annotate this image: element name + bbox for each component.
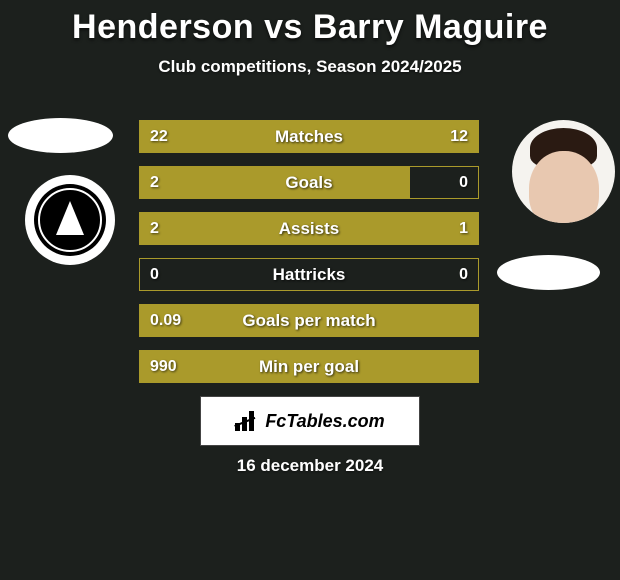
bar-left (140, 167, 410, 198)
stat-left-value: 0.09 (150, 305, 181, 336)
footer-brand-box: FcTables.com (200, 396, 420, 446)
page-title: Henderson vs Barry Maguire (0, 0, 620, 47)
stat-row-hattricks: 0 0 Hattricks (139, 258, 479, 291)
footer-brand-text: FcTables.com (265, 411, 384, 432)
left-club-badge (25, 175, 115, 265)
bar-left (140, 351, 478, 382)
fctables-logo-icon (235, 411, 259, 431)
stat-row-goals: 2 0 Goals (139, 166, 479, 199)
stats-bars: 22 12 Matches 2 0 Goals 2 1 Assists 0 0 … (139, 120, 479, 396)
stat-right-value: 12 (450, 121, 468, 152)
subtitle: Club competitions, Season 2024/2025 (0, 57, 620, 77)
stat-row-goals-per-match: 0.09 Goals per match (139, 304, 479, 337)
stat-right-value: 0 (459, 167, 468, 198)
right-club-placeholder-ellipse (497, 255, 600, 290)
stat-right-value: 1 (459, 213, 468, 244)
right-player-photo (512, 120, 615, 223)
bar-left (140, 213, 366, 244)
stat-left-value: 22 (150, 121, 168, 152)
stat-left-value: 990 (150, 351, 177, 382)
stat-label: Hattricks (140, 259, 478, 290)
stat-left-value: 2 (150, 167, 159, 198)
bar-left (140, 121, 404, 152)
stat-left-value: 0 (150, 259, 159, 290)
stat-row-assists: 2 1 Assists (139, 212, 479, 245)
bar-left (140, 305, 478, 336)
left-player-placeholder-ellipse (8, 118, 113, 153)
stat-row-matches: 22 12 Matches (139, 120, 479, 153)
stat-row-min-per-goal: 990 Min per goal (139, 350, 479, 383)
falkirk-badge-icon (34, 184, 106, 256)
stat-right-value: 0 (459, 259, 468, 290)
stat-left-value: 2 (150, 213, 159, 244)
date-line: 16 december 2024 (0, 456, 620, 476)
comparison-card: Henderson vs Barry Maguire Club competit… (0, 0, 620, 580)
